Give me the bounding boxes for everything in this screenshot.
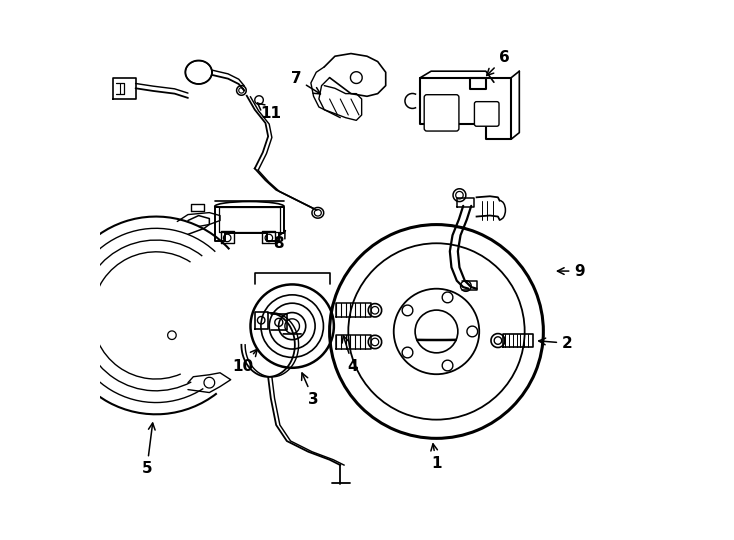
Text: 1: 1 [431, 444, 442, 471]
Text: 6: 6 [487, 50, 509, 76]
Text: 4: 4 [342, 336, 358, 374]
Text: 5: 5 [142, 423, 155, 476]
Text: 8: 8 [274, 231, 286, 251]
Text: 10: 10 [233, 349, 257, 374]
Text: 11: 11 [258, 103, 281, 122]
Text: 3: 3 [302, 373, 319, 407]
Text: 2: 2 [539, 336, 573, 350]
Text: 9: 9 [557, 264, 585, 279]
Text: 7: 7 [291, 71, 321, 94]
FancyBboxPatch shape [474, 102, 499, 126]
FancyBboxPatch shape [424, 94, 459, 131]
